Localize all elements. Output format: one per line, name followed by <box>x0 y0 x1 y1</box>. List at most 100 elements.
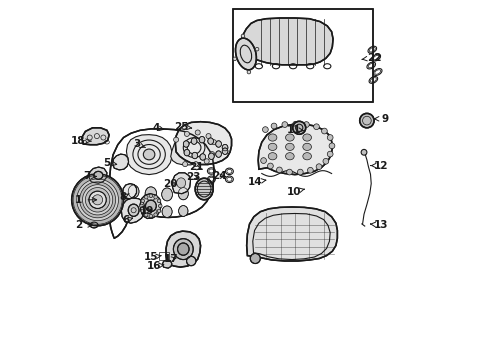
Circle shape <box>77 179 118 221</box>
Text: 2: 2 <box>75 220 92 230</box>
Text: 12: 12 <box>370 161 387 171</box>
Polygon shape <box>170 131 215 165</box>
Circle shape <box>292 121 305 134</box>
Ellipse shape <box>162 188 172 201</box>
Ellipse shape <box>145 187 156 201</box>
Circle shape <box>262 127 268 132</box>
Ellipse shape <box>285 134 294 141</box>
Ellipse shape <box>90 222 98 228</box>
Polygon shape <box>126 135 171 175</box>
Ellipse shape <box>207 138 213 144</box>
Ellipse shape <box>241 34 244 38</box>
Circle shape <box>326 151 332 157</box>
Circle shape <box>158 204 162 208</box>
Circle shape <box>267 163 273 169</box>
Text: 25: 25 <box>174 122 191 132</box>
Text: 5: 5 <box>103 158 117 168</box>
Ellipse shape <box>268 134 276 141</box>
Text: 24: 24 <box>212 171 226 181</box>
Ellipse shape <box>222 144 227 151</box>
Ellipse shape <box>208 153 214 159</box>
Text: 1: 1 <box>75 195 97 205</box>
Circle shape <box>85 188 110 212</box>
Ellipse shape <box>128 205 139 216</box>
Circle shape <box>157 199 161 203</box>
Circle shape <box>204 159 209 164</box>
Text: 22: 22 <box>361 53 381 63</box>
Ellipse shape <box>195 178 213 200</box>
Text: 13: 13 <box>369 220 387 230</box>
Circle shape <box>153 213 157 216</box>
Circle shape <box>149 214 152 218</box>
Polygon shape <box>258 124 332 175</box>
Ellipse shape <box>285 153 294 160</box>
Circle shape <box>182 162 187 167</box>
Ellipse shape <box>145 206 156 218</box>
Text: 19: 19 <box>139 206 153 216</box>
Polygon shape <box>113 154 128 170</box>
Circle shape <box>260 158 266 163</box>
Circle shape <box>326 135 332 140</box>
Circle shape <box>286 169 292 175</box>
Text: 18: 18 <box>71 136 91 146</box>
Circle shape <box>313 124 319 130</box>
Ellipse shape <box>191 138 197 144</box>
Text: 23: 23 <box>186 172 200 182</box>
Polygon shape <box>108 129 213 238</box>
Text: 10: 10 <box>286 186 304 197</box>
Circle shape <box>153 195 157 199</box>
Ellipse shape <box>268 153 276 160</box>
Circle shape <box>72 174 123 226</box>
Text: 11: 11 <box>286 125 304 135</box>
Ellipse shape <box>200 154 205 160</box>
Ellipse shape <box>233 57 236 60</box>
Circle shape <box>361 149 366 155</box>
Circle shape <box>250 253 260 264</box>
Ellipse shape <box>178 188 188 200</box>
Ellipse shape <box>302 153 311 160</box>
Circle shape <box>186 256 196 266</box>
Ellipse shape <box>173 239 193 260</box>
Circle shape <box>195 130 200 135</box>
Circle shape <box>82 185 113 215</box>
Ellipse shape <box>145 200 156 212</box>
Circle shape <box>307 167 313 173</box>
Circle shape <box>144 195 148 199</box>
Circle shape <box>282 122 287 127</box>
Polygon shape <box>89 167 107 183</box>
Polygon shape <box>240 18 332 65</box>
Circle shape <box>173 137 178 142</box>
Text: 15: 15 <box>143 252 161 262</box>
Text: 7: 7 <box>83 171 96 181</box>
Circle shape <box>316 164 321 170</box>
Polygon shape <box>172 173 190 194</box>
Circle shape <box>322 158 328 164</box>
Polygon shape <box>121 198 145 223</box>
Circle shape <box>292 121 298 127</box>
Ellipse shape <box>255 48 258 51</box>
Circle shape <box>193 162 198 167</box>
Ellipse shape <box>235 38 256 70</box>
Ellipse shape <box>183 141 189 147</box>
Text: 16: 16 <box>146 261 163 271</box>
Ellipse shape <box>215 151 221 157</box>
Ellipse shape <box>199 136 204 143</box>
Circle shape <box>209 152 214 157</box>
Polygon shape <box>140 194 161 219</box>
Circle shape <box>270 123 276 129</box>
Circle shape <box>80 182 115 218</box>
Ellipse shape <box>128 185 139 198</box>
Ellipse shape <box>285 143 294 150</box>
Circle shape <box>144 213 148 216</box>
Text: 17: 17 <box>163 254 178 264</box>
Circle shape <box>359 113 373 128</box>
Text: 6: 6 <box>122 215 132 225</box>
Ellipse shape <box>177 243 189 255</box>
Bar <box>159 252 168 260</box>
Circle shape <box>303 122 309 127</box>
Circle shape <box>92 195 102 205</box>
Circle shape <box>297 169 303 175</box>
Ellipse shape <box>215 141 221 147</box>
Text: 20: 20 <box>163 179 178 189</box>
Text: 3: 3 <box>133 139 145 149</box>
